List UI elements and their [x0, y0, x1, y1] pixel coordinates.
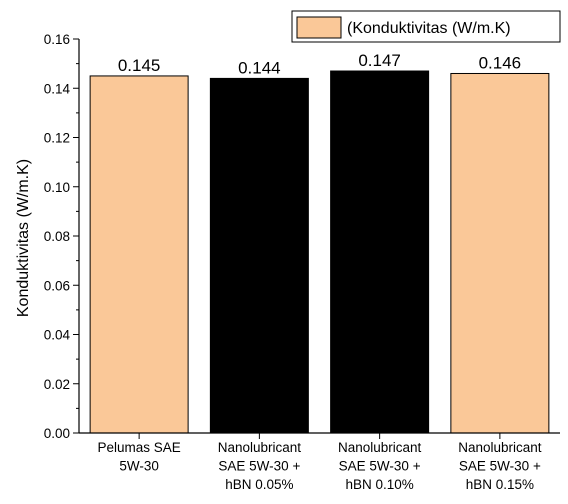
y-tick-label-8: 0.14 [44, 81, 71, 96]
category-label-2-line-3: hBN 0.05% [225, 477, 293, 492]
category-label-3-line-2: SAE 5W-30 + [339, 459, 421, 474]
y-tick-label-3: 0.04 [44, 328, 71, 343]
y-tick-label-6: 0.10 [44, 180, 70, 195]
bar-3 [330, 70, 430, 434]
category-label-4-line-1: Nanolubricant [458, 440, 542, 455]
category-label-1-line-2: 5W-30 [119, 459, 159, 474]
y-tick-label-9: 0.16 [44, 32, 70, 47]
axes-layer [73, 38, 560, 439]
category-label-1-line-1: Pelumas SAE [97, 440, 180, 455]
y-tick-label-2: 0.02 [44, 377, 70, 392]
y-tick-label-1: 0.00 [44, 426, 70, 441]
y-tick-label-4: 0.06 [44, 278, 70, 293]
legend: (Konduktivitas (W/m.K) [291, 10, 561, 43]
category-label-2-line-1: Nanolubricant [218, 440, 302, 455]
category-label-4-line-3: hBN 0.15% [466, 477, 534, 492]
data-label-2: 0.144 [238, 58, 281, 77]
bar-2 [209, 77, 309, 434]
data-label-4: 0.146 [479, 53, 522, 72]
bars-layer [89, 70, 550, 434]
legend-swatch [296, 16, 342, 39]
category-label-3-line-1: Nanolubricant [338, 440, 422, 455]
legend-label: (Konduktivitas (W/m.K) [347, 20, 511, 37]
labels-layer: 0.145 Pelumas SAE 5W-30 0.144 Nanolubricant S… [44, 32, 542, 492]
category-label-4-line-2: SAE 5W-30 + [459, 459, 541, 474]
y-axis-title: Konduktivitas (W/m.K) [15, 159, 32, 317]
category-label-2-line-2: SAE 5W-30 + [218, 459, 300, 474]
data-label-3: 0.147 [358, 51, 401, 70]
bar-4 [450, 72, 550, 434]
category-label-3-line-3: hBN 0.10% [345, 477, 413, 492]
bar-1 [89, 75, 189, 434]
data-label-1: 0.145 [118, 56, 161, 75]
y-tick-label-5: 0.08 [44, 229, 70, 244]
y-tick-label-7: 0.12 [44, 131, 70, 146]
